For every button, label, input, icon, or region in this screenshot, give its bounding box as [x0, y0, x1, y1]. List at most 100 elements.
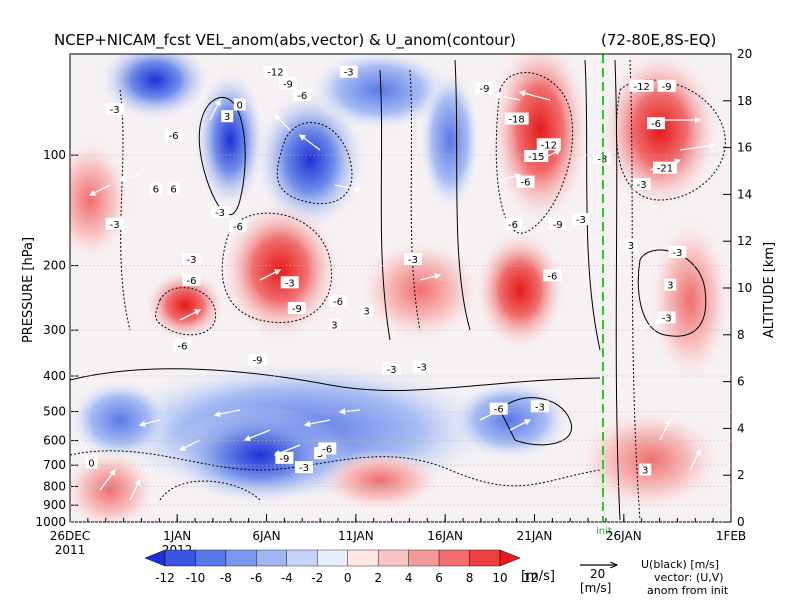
- contour-label: -6: [178, 342, 188, 353]
- contour-label: -3: [672, 248, 682, 259]
- reference-vector-unit: [m/s]: [580, 581, 611, 595]
- altitude-tick-label: 10: [737, 281, 752, 295]
- contour-label: 3: [331, 320, 337, 331]
- colorbar-max-arrow: [499, 549, 521, 567]
- contour-label: -3: [637, 180, 647, 191]
- contour-label-box: [328, 295, 347, 308]
- u-contours: [70, 59, 726, 521]
- chart-title: NCEP+NICAM_fcst VEL_anom(abs,vector) & U…: [54, 31, 516, 50]
- contour-label: -3: [186, 255, 196, 266]
- colorbar-segment: [225, 549, 257, 567]
- contour-labels: -3-66 6-12-9-603-3-3-6-3-3-6 -3-9-6-333-6-…: [85, 65, 687, 477]
- colorbar-tick-label: 2: [374, 571, 382, 585]
- contour-label: -6: [547, 271, 557, 282]
- contour-label-box: [173, 339, 192, 352]
- contour-label-box: [339, 65, 358, 78]
- colorbar-tick-label: 8: [466, 571, 474, 585]
- anomaly-shading: [70, 54, 731, 522]
- altitude-axis: 0 2 4 6 8 10 12 14 16 18 20: [723, 47, 752, 529]
- contour-label-box: [295, 461, 314, 474]
- contour-label-box: [360, 304, 373, 317]
- contour-label: 3: [628, 241, 634, 252]
- contour-label: -15: [528, 152, 544, 163]
- contour-label: -3: [535, 402, 545, 413]
- contour-label: -6: [297, 91, 307, 102]
- colorbar-tick-label: -12: [155, 571, 175, 585]
- contour-label-box: [629, 79, 654, 92]
- pressure-tick-label: 100: [43, 148, 66, 162]
- contour-label: -6: [322, 444, 332, 455]
- contour-label: -12: [541, 140, 557, 151]
- colorbar-segment: [317, 549, 348, 567]
- contour-label: -6: [333, 297, 343, 308]
- colorbar-segment: [347, 549, 379, 567]
- pressure-tick-label: 900: [43, 498, 66, 512]
- contour-label: -9: [253, 356, 263, 367]
- contour-label: -3: [110, 220, 120, 231]
- x-tick-label: 11JAN: [338, 529, 374, 543]
- contour-label: -3: [299, 463, 309, 474]
- pressure-tick-label: 400: [43, 369, 66, 383]
- contour-label: 3: [667, 281, 673, 292]
- contour-label: 3: [363, 306, 369, 317]
- x-tick-label: 1JAN: [163, 529, 191, 543]
- colorbar-tick-label: 0: [344, 571, 352, 585]
- contour-label-box: [382, 362, 401, 375]
- contour-label-box: [646, 117, 665, 130]
- contour-label: -18: [508, 115, 524, 126]
- contour-label-box: [543, 269, 562, 282]
- legend-line-2: vector: (U,V): [654, 571, 724, 584]
- contour-label: -6: [521, 178, 531, 189]
- contour-label-box: [287, 302, 306, 315]
- altitude-tick-label: 18: [737, 94, 752, 108]
- contour-label-box: [293, 89, 312, 102]
- contour-label: -6: [494, 405, 504, 416]
- contour-label: -9: [279, 454, 289, 465]
- x-tick-label: 21JAN: [517, 529, 553, 543]
- init-marker-label: init: [596, 526, 612, 537]
- x-axis: 26DEC 1JAN 6JAN 11JAN 16JAN 21JAN 26JAN 1FEB 201…: [50, 514, 746, 557]
- chart-region: (72-80E,8S-EQ): [601, 31, 716, 49]
- pressure-tick-label: 600: [43, 434, 66, 448]
- contour-label-box: [536, 138, 561, 151]
- colorbar-segment: [256, 549, 288, 567]
- contour-label-box: [504, 112, 529, 125]
- contour-label: -9: [479, 84, 489, 95]
- contour-label: -3: [387, 365, 397, 376]
- altitude-axis-label: ALTITUDE [km]: [762, 242, 777, 338]
- colorbar-segment: [286, 549, 318, 567]
- contour-label: -3: [285, 278, 295, 289]
- colorbar-tick-label: -6: [250, 571, 262, 585]
- x-tick-label: 26JAN: [606, 529, 642, 543]
- altitude-tick-label: 8: [737, 328, 745, 342]
- contour-label: -12: [634, 82, 650, 93]
- colorbar-tick-label: -2: [311, 571, 323, 585]
- contour-label-box: [652, 161, 677, 174]
- x-tick-label: 26DEC: [50, 529, 90, 543]
- contour-label: -3: [417, 363, 427, 374]
- x-tick-label: 16JAN: [427, 529, 463, 543]
- contour-label-box: [263, 65, 288, 78]
- contour-label-box: [504, 217, 523, 230]
- colorbar-tick-label: -8: [220, 571, 232, 585]
- contour-label-box: [278, 77, 297, 90]
- colorbar-segment: [164, 549, 196, 567]
- contour-label-box: [105, 103, 124, 116]
- colorbar-tick-label: -10: [186, 571, 206, 585]
- contour-label: -6: [508, 220, 518, 231]
- contour-label-box: [657, 311, 676, 324]
- altitude-tick-label: 4: [737, 421, 745, 435]
- contour-label-box: [548, 217, 567, 230]
- pressure-tick-label: 300: [43, 323, 66, 337]
- contour-label-box: [280, 276, 299, 289]
- contour-label: -3: [344, 68, 354, 79]
- reference-vector-value: 20: [590, 567, 605, 581]
- altitude-tick-label: 12: [737, 234, 752, 248]
- contour-label-box: [167, 182, 180, 195]
- altitude-tick-label: 6: [737, 375, 745, 389]
- contour-label: -3: [110, 105, 120, 116]
- colorbar-tick-label: -4: [281, 571, 293, 585]
- contour-label-box: [664, 278, 677, 291]
- colorbar-segment: [408, 549, 440, 567]
